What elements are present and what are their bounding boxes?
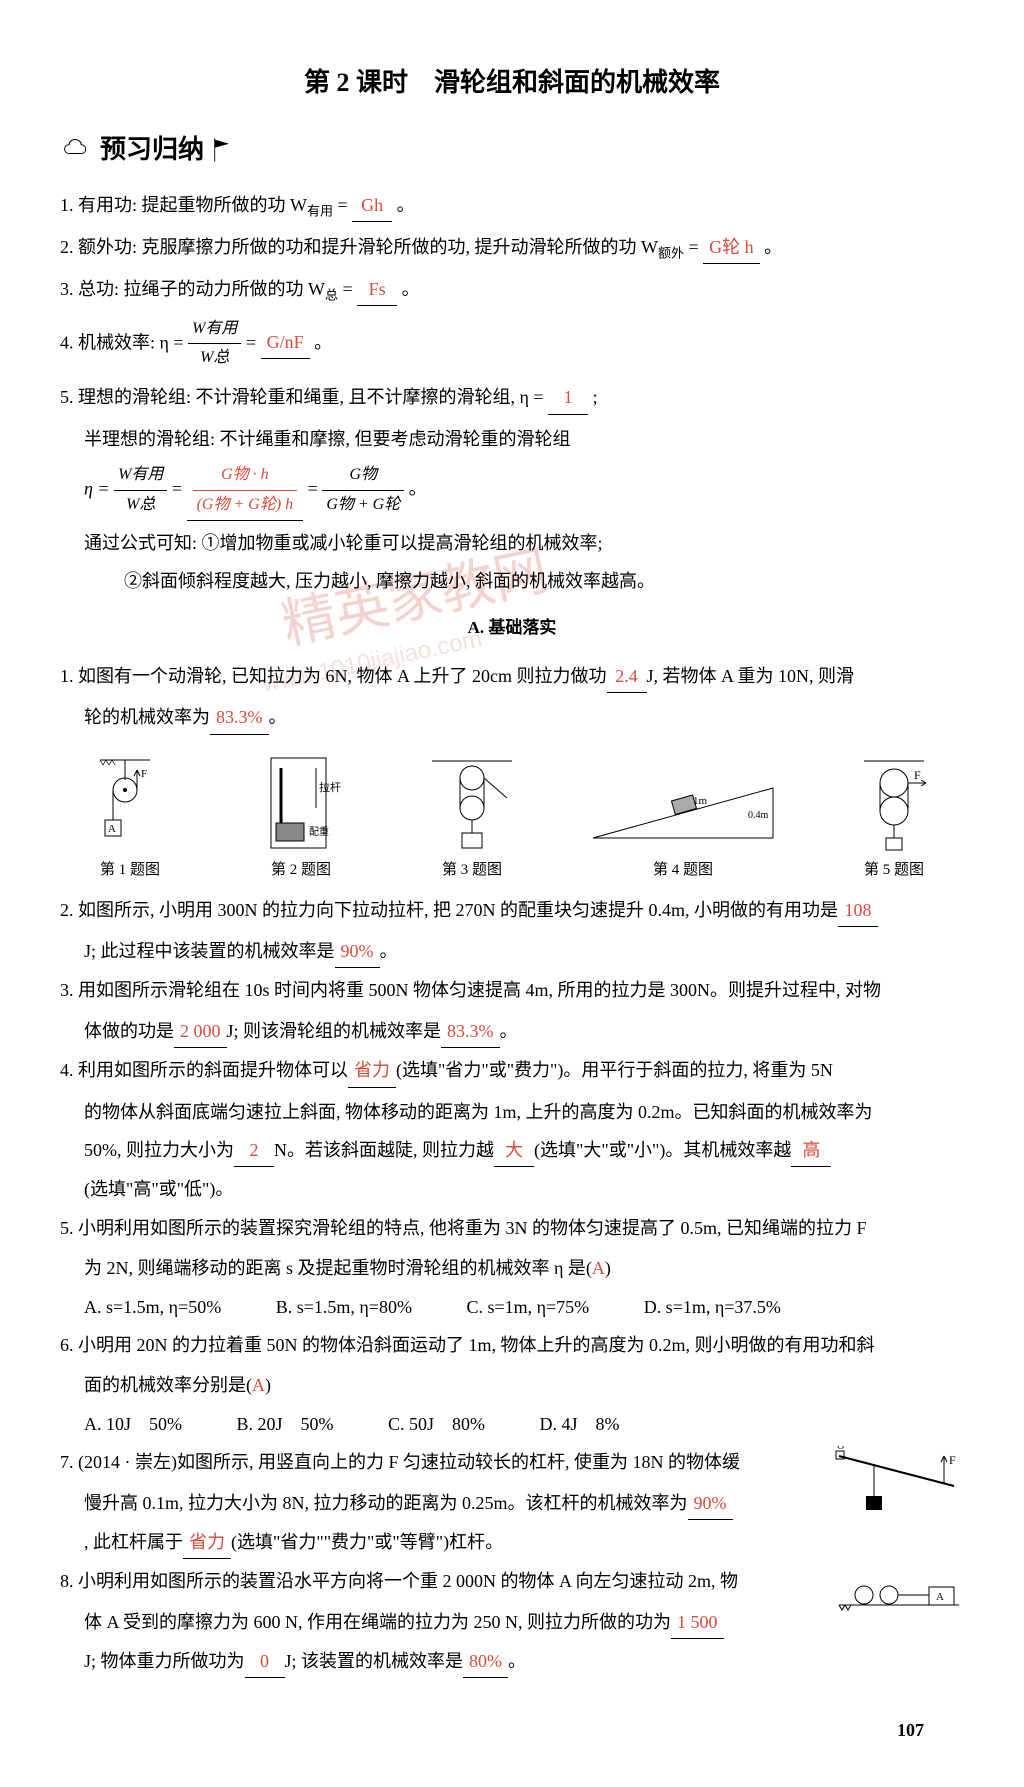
p5-note1: 通过公式可知: ①增加物重或减小轮重可以提高滑轮组的机械效率; — [84, 527, 964, 559]
q6-options: A. 10J 50% B. 20J 50% C. 50J 80% D. 4J 8… — [84, 1408, 964, 1440]
svg-text:F: F — [141, 768, 147, 780]
svg-text:F: F — [949, 1453, 956, 1467]
svg-text:F: F — [914, 768, 921, 782]
svg-text:A: A — [936, 1591, 944, 1603]
q1-line2: 轮的机械效率为83.3%。 — [84, 701, 964, 734]
p5-line2: 半理想的滑轮组: 不计绳重和摩擦, 但要考虑动滑轮重的滑轮组 — [84, 423, 964, 455]
page-title: 第 2 课时 滑轮组和斜面的机械效率 — [60, 60, 964, 107]
q7-figure: OF — [834, 1446, 964, 1506]
section-a-title: A. 基础落实 — [60, 613, 964, 644]
preview-item-3: 3. 总功: 拉绳子的动力所做的功 W总 = Fs 。 — [60, 273, 964, 307]
svg-text:配重: 配重 — [309, 825, 329, 838]
figures-row: FA 第 1 题图 拉杆配重 第 2 题图 第 3 题图 1m0.4m 第 4 … — [60, 753, 964, 884]
preview-item-2: 2. 额外功: 克服摩擦力所做的功和提升滑轮所做的功, 提升动滑轮所做的功 W额… — [60, 231, 964, 265]
svg-text:0.4m: 0.4m — [748, 810, 769, 821]
blank: Fs — [357, 273, 397, 306]
figure-2: 拉杆配重 第 2 题图 — [241, 753, 361, 884]
figure-3: 第 3 题图 — [412, 753, 532, 884]
question-5: 5. 小明利用如图所示的装置探究滑轮组的特点, 他将重为 3N 的物体匀速提高了… — [60, 1212, 964, 1244]
page-number: 107 — [60, 1714, 964, 1746]
question-7: 7. (2014 · 崇左)如图所示, 用竖直向上的力 F 匀速拉动较长的杠杆,… — [60, 1446, 964, 1478]
blank: G/nF — [261, 326, 310, 359]
preview-item-4: 4. 机械效率: η = W有用W总 = G/nF 。 — [60, 315, 964, 374]
question-1: 1. 如图有一个动滑轮, 已知拉力为 6N, 物体 A 上升了 20cm 则拉力… — [60, 660, 964, 693]
blank: G轮 h — [703, 231, 760, 264]
flag-icon — [212, 137, 230, 163]
p5-note2: ②斜面倾斜程度越大, 压力越小, 摩擦力越小, 斜面的机械效率越高。 — [124, 565, 964, 597]
figure-5: F 第 5 题图 — [834, 753, 954, 884]
svg-text:O: O — [837, 1446, 844, 1452]
svg-text:1m: 1m — [693, 795, 708, 807]
svg-text:拉杆: 拉杆 — [319, 780, 341, 794]
preview-item-5: 5. 理想的滑轮组: 不计滑轮重和绳重, 且不计摩擦的滑轮组, η = 1 ; — [60, 381, 964, 414]
p5-formula: η = W有用W总 = G物 · h(G物 + G轮) h = G物G物 + G… — [84, 461, 964, 521]
cloud-icon — [60, 134, 92, 166]
blank: 1 — [548, 381, 588, 414]
question-8: 8. 小明利用如图所示的装置沿水平方向将一个重 2 000N 的物体 A 向左匀… — [60, 1565, 964, 1597]
question-3: 3. 用如图所示滑轮组在 10s 时间内将重 500N 物体匀速提高 4m, 所… — [60, 974, 964, 1006]
figure-4: 1m0.4m 第 4 题图 — [583, 753, 783, 884]
figure-1: FA 第 1 题图 — [70, 753, 190, 884]
svg-text:A: A — [108, 823, 116, 835]
preview-banner: 预习归纳 — [60, 127, 964, 174]
question-4: 4. 利用如图所示的斜面提升物体可以省力(选填"省力"或"费力")。用平行于斜面… — [60, 1054, 964, 1087]
q8-figure: A — [834, 1565, 964, 1615]
preview-item-1: 1. 有用功: 提起重物所做的功 W有用 = Gh 。 — [60, 189, 964, 223]
banner-text: 预习归纳 — [92, 127, 212, 174]
question-2: 2. 如图所示, 小明用 300N 的拉力向下拉动拉杆, 把 270N 的配重块… — [60, 894, 964, 927]
q5-options: A. s=1.5m, η=50% B. s=1.5m, η=80% C. s=1… — [84, 1291, 964, 1323]
question-6: 6. 小明用 20N 的力拉着重 50N 的物体沿斜面运动了 1m, 物体上升的… — [60, 1329, 964, 1361]
blank: Gh — [352, 189, 392, 222]
